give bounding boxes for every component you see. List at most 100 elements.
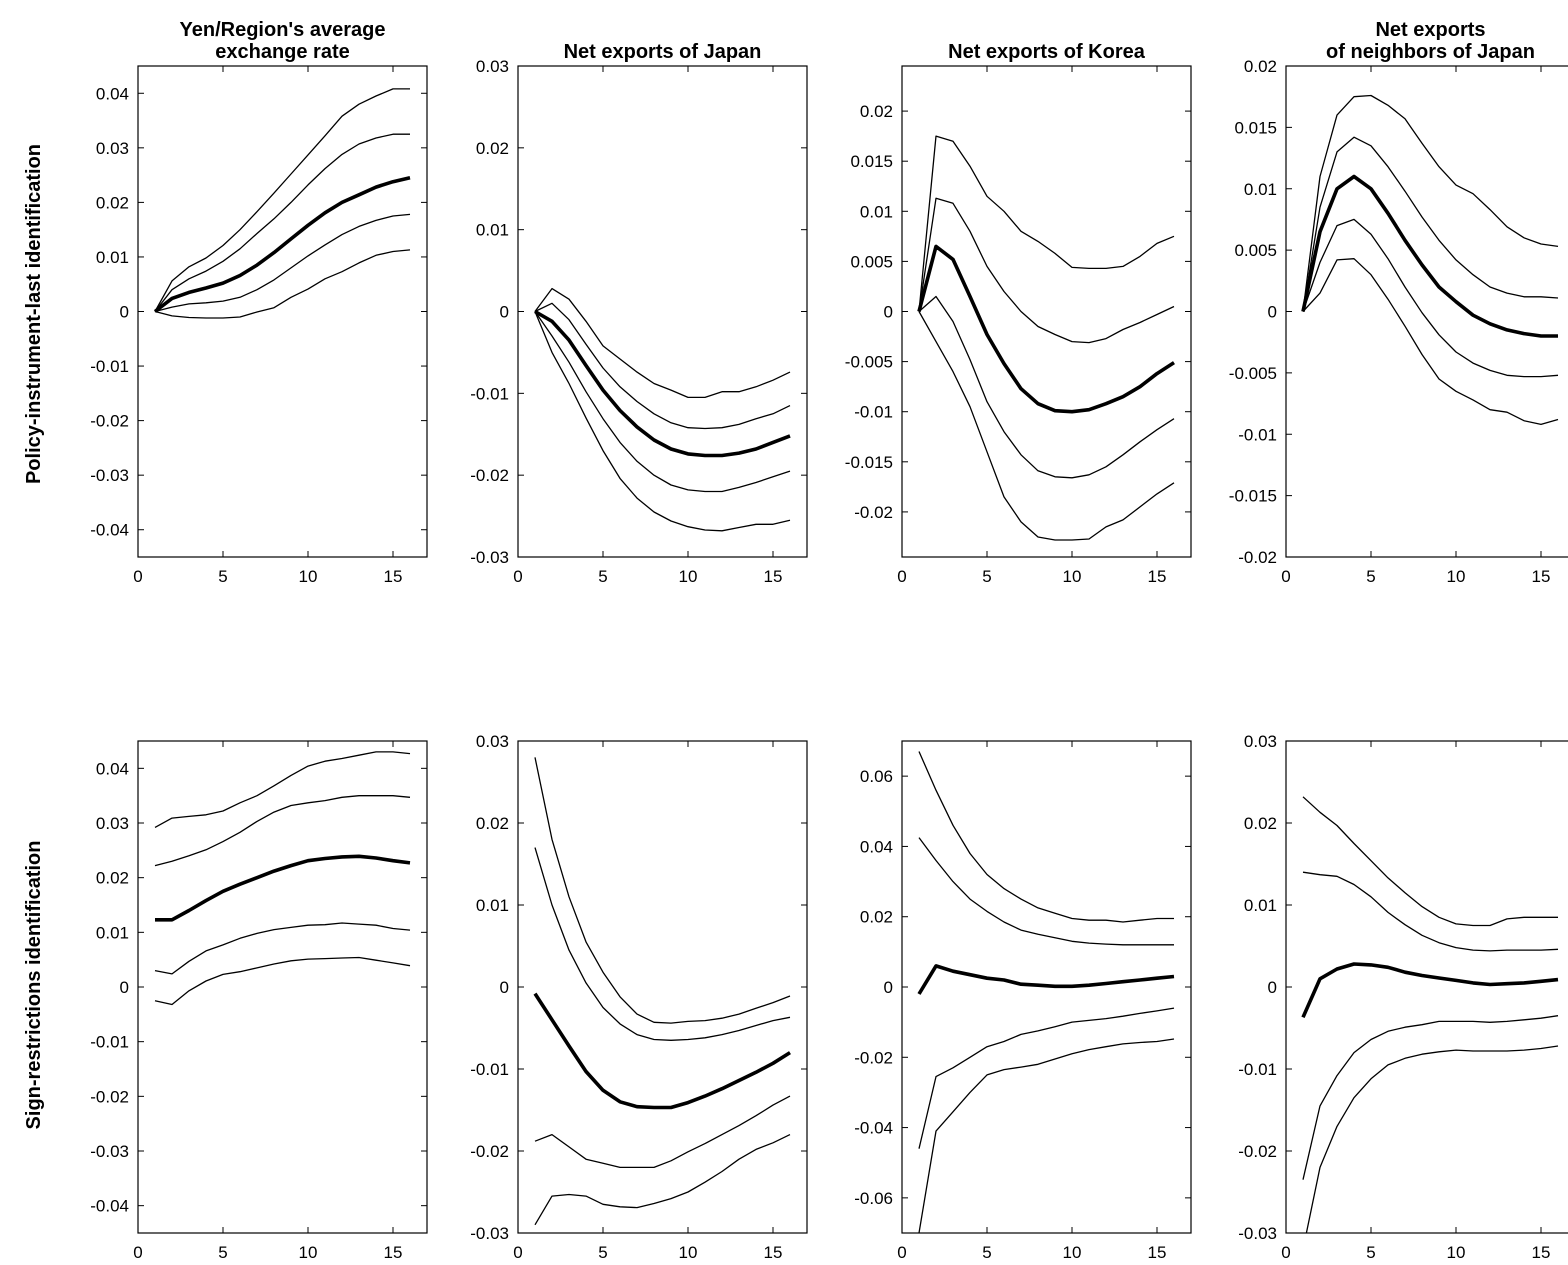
y-tick-label: -0.01 xyxy=(470,384,509,403)
panel-1-2: 0 5 10 15 -0.06 -0.04 -0.02 0 0.02 0.04 0.06 xyxy=(854,740,1192,1262)
x-tick-label: 5 xyxy=(1366,1243,1375,1262)
y-tick-label: 0.04 xyxy=(96,84,129,103)
axes-box xyxy=(1285,740,1568,1234)
series-line-median xyxy=(533,992,791,1110)
y-tick-label: -0.03 xyxy=(470,1224,509,1243)
series-group xyxy=(533,757,791,1226)
panel-0-1: 0 5 10 15 -0.03 -0.02 -0.01 0 0.01 0.02 0.03 Net ex… xyxy=(470,41,808,586)
y-tick-label: 0 xyxy=(120,978,129,997)
series-line-upper-inner xyxy=(1302,871,1559,952)
series-line-upper-outer xyxy=(1302,94,1559,312)
x-tick-label: 10 xyxy=(299,567,318,586)
y-tick-label: -0.02 xyxy=(1238,548,1277,567)
y-tick-label: -0.01 xyxy=(1238,1060,1277,1079)
y-tick-label: 0.01 xyxy=(860,202,893,221)
x-tick-label: 0 xyxy=(133,1243,142,1262)
row-label-sign-restrictions: Sign-restrictions identification xyxy=(23,841,45,1130)
x-tick-label: 10 xyxy=(679,1243,698,1262)
y-tick-label: -0.02 xyxy=(470,1142,509,1161)
y-tick-label: 0 xyxy=(884,303,893,322)
panel-title: Net exports of Korea xyxy=(948,41,1146,63)
panel-0-3: 0 5 10 15 -0.02 -0.015 -0.01 -0.005 0 0.005 0.01 0.… xyxy=(1229,19,1568,586)
panel-title: Net exports xyxy=(1375,19,1485,41)
y-tick-label: -0.02 xyxy=(470,466,509,485)
y-tick-label: 0.01 xyxy=(96,248,129,267)
y-tick-label: -0.015 xyxy=(1229,487,1277,506)
x-tick-label: 15 xyxy=(1532,567,1551,586)
y-tick-label: 0.04 xyxy=(96,759,129,778)
y-tick-label: -0.01 xyxy=(1238,425,1277,444)
y-tick-label: 0.01 xyxy=(476,896,509,915)
y-tick-label: 0.02 xyxy=(96,193,129,212)
series-group xyxy=(917,135,1175,541)
x-tick-label: 0 xyxy=(1281,1243,1290,1262)
x-tick-label: 15 xyxy=(384,1243,403,1262)
x-tick-label: 10 xyxy=(679,567,698,586)
panel-0-0: 0 5 10 15 -0.04 -0.03 -0.02 -0.01 0 0.01 0.02 0.03 0… xyxy=(90,19,428,586)
y-tick-label: -0.02 xyxy=(854,503,893,522)
series-line-upper-outer xyxy=(1302,796,1558,927)
y-tick-label: 0.02 xyxy=(476,814,509,833)
x-tick-label: 5 xyxy=(1366,567,1375,586)
x-tick-label: 15 xyxy=(1532,1243,1551,1262)
series-line-upper-inner xyxy=(534,302,791,430)
y-tick-label: 0.03 xyxy=(476,57,509,76)
axes-box xyxy=(137,65,428,558)
series-line-upper-inner xyxy=(154,795,411,867)
series-line-median xyxy=(534,309,791,458)
x-tick-label: 10 xyxy=(1063,1243,1082,1262)
panel-title: Net exports of Japan xyxy=(564,41,762,63)
series-line-upper-outer xyxy=(918,751,1174,923)
y-tick-label: 0 xyxy=(884,978,893,997)
series-line-lower-outer xyxy=(918,1038,1175,1233)
panel-1-0: 0 5 10 15 -0.04 -0.03 -0.02 -0.01 0 0.01 0.02 0.03 0… xyxy=(90,740,428,1262)
series-line-lower-inner xyxy=(534,311,791,493)
x-tick-label: 15 xyxy=(764,567,783,586)
y-tick-label: -0.02 xyxy=(90,1087,129,1106)
y-tick-label: 0.04 xyxy=(860,837,893,856)
y-tick-label: 0 xyxy=(1268,303,1277,322)
y-tick-label: 0.03 xyxy=(96,139,129,158)
series-line-upper-inner xyxy=(534,847,791,1041)
series-line-median xyxy=(155,854,411,922)
series-line-lower-inner xyxy=(1302,1015,1559,1180)
y-tick-label: -0.01 xyxy=(854,403,893,422)
x-tick-label: 5 xyxy=(218,1243,227,1262)
y-tick-label: 0.01 xyxy=(476,221,509,240)
series-line-lower-outer xyxy=(918,311,1175,541)
y-tick-label: 0 xyxy=(500,978,509,997)
series-group xyxy=(153,88,411,319)
series-line-upper-inner xyxy=(1302,136,1559,312)
y-tick-label: -0.005 xyxy=(1229,364,1277,383)
series-line-median xyxy=(917,964,1175,995)
series-line-lower-inner xyxy=(1302,218,1559,378)
series-group xyxy=(917,751,1175,1233)
y-tick-label: -0.005 xyxy=(845,353,893,372)
series-group xyxy=(1301,94,1559,426)
y-tick-label: -0.01 xyxy=(90,357,129,376)
panel-0-2: 0 5 10 15 -0.02 -0.015 -0.01 -0.005 0 0.005 0.01 0.… xyxy=(845,41,1192,586)
y-tick-label: -0.04 xyxy=(90,1197,129,1216)
series-line-upper-outer xyxy=(154,88,410,312)
x-tick-label: 10 xyxy=(1447,1243,1466,1262)
series-line-upper-inner xyxy=(918,197,1175,344)
x-tick-label: 10 xyxy=(1063,567,1082,586)
axes-box xyxy=(901,65,1192,558)
y-tick-label: 0.005 xyxy=(850,252,893,271)
series-line-lower-inner xyxy=(918,1007,1175,1149)
x-tick-label: 10 xyxy=(299,1243,318,1262)
x-tick-label: 0 xyxy=(897,567,906,586)
y-tick-label: -0.03 xyxy=(90,1142,129,1161)
series-line-upper-outer xyxy=(534,757,791,1024)
axes-box xyxy=(517,740,808,1234)
x-tick-label: 5 xyxy=(982,1243,991,1262)
series-line-lower-inner xyxy=(154,213,411,313)
x-tick-label: 0 xyxy=(513,567,522,586)
y-tick-label: 0.015 xyxy=(850,152,893,171)
y-tick-label: 0 xyxy=(1268,978,1277,997)
x-tick-label: 0 xyxy=(1281,567,1290,586)
x-tick-label: 15 xyxy=(384,567,403,586)
y-tick-label: 0.02 xyxy=(860,908,893,927)
y-tick-label: -0.04 xyxy=(90,521,129,540)
series-line-lower-inner xyxy=(154,922,411,975)
